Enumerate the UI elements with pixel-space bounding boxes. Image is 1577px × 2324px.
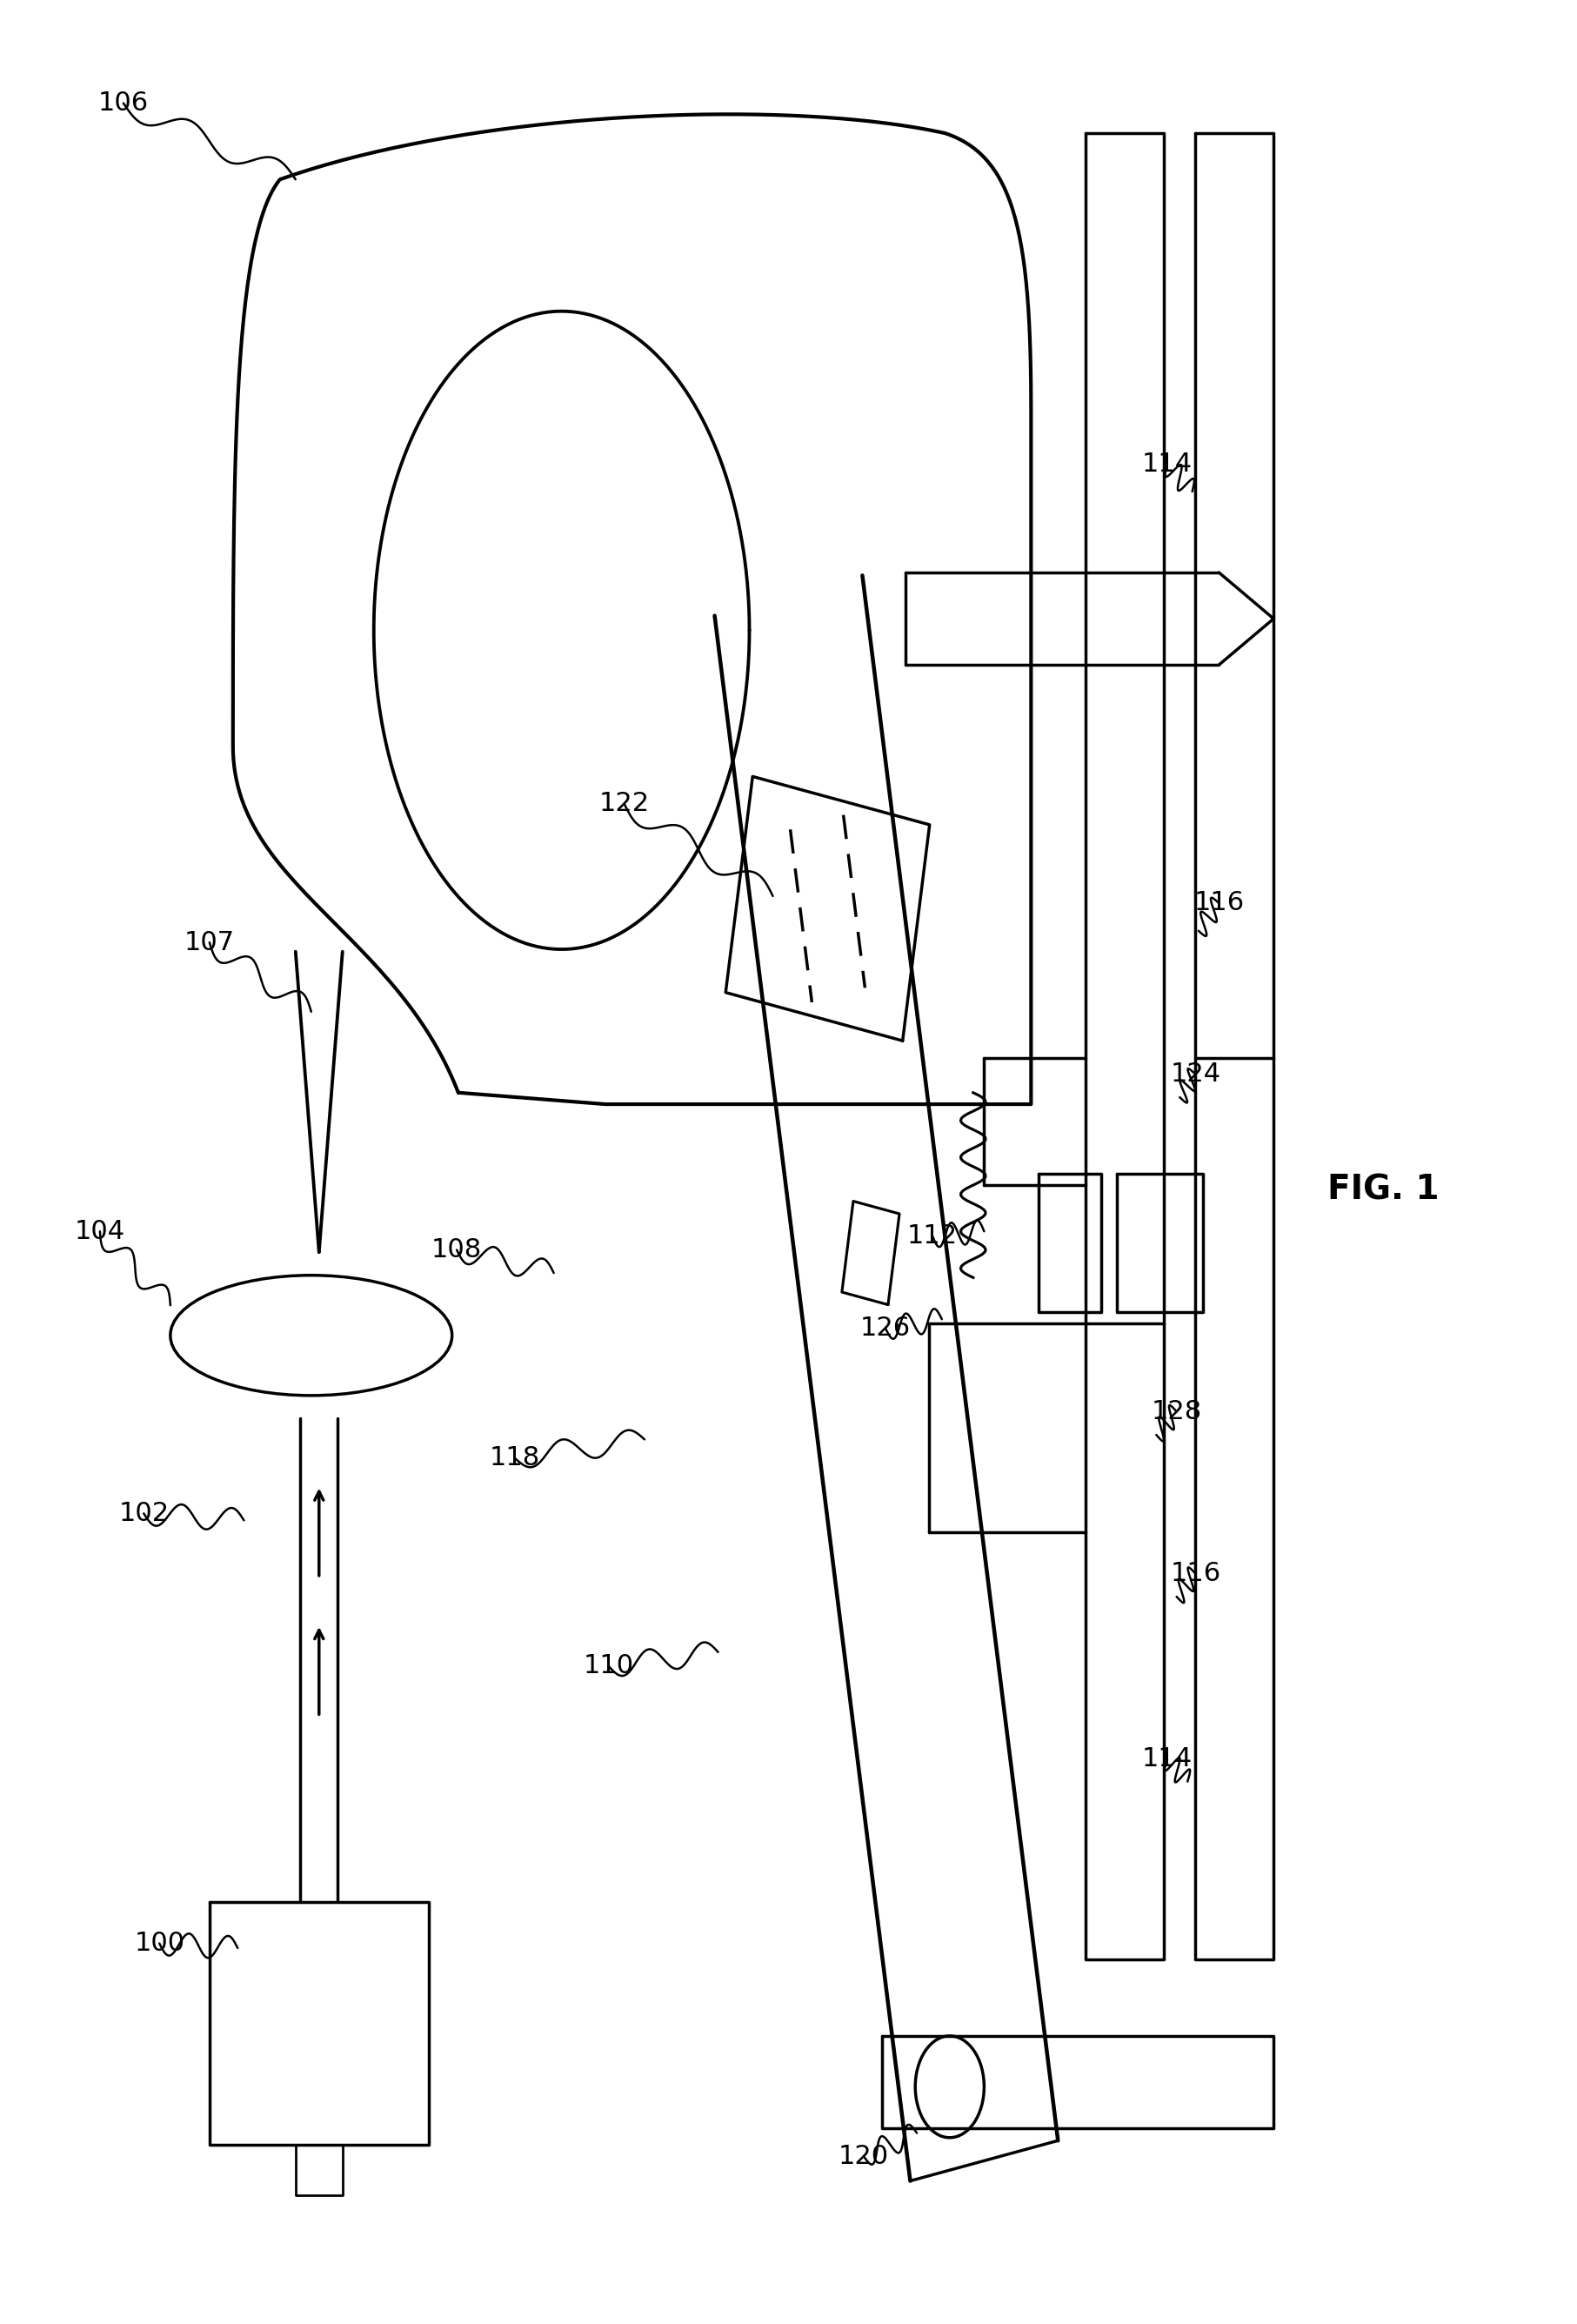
Text: 116: 116 (1170, 1562, 1221, 1587)
Text: 107: 107 (185, 930, 235, 955)
Text: 128: 128 (1151, 1399, 1202, 1425)
Text: 106: 106 (98, 91, 148, 116)
Text: 124: 124 (1170, 1062, 1221, 1088)
Text: 104: 104 (74, 1218, 125, 1243)
Text: 110: 110 (583, 1652, 634, 1678)
Ellipse shape (170, 1276, 453, 1394)
Text: 100: 100 (134, 1931, 185, 1957)
Text: FIG. 1: FIG. 1 (1328, 1174, 1440, 1206)
Text: 126: 126 (859, 1315, 912, 1341)
Text: 102: 102 (118, 1501, 169, 1527)
Text: 118: 118 (489, 1446, 539, 1471)
Text: 122: 122 (599, 790, 650, 816)
Text: 114: 114 (1142, 1745, 1192, 1771)
Text: 114: 114 (1142, 451, 1192, 476)
Text: 108: 108 (432, 1236, 483, 1262)
Text: 120: 120 (839, 2143, 889, 2168)
Text: 112: 112 (907, 1222, 957, 1248)
Text: 116: 116 (1194, 890, 1244, 916)
